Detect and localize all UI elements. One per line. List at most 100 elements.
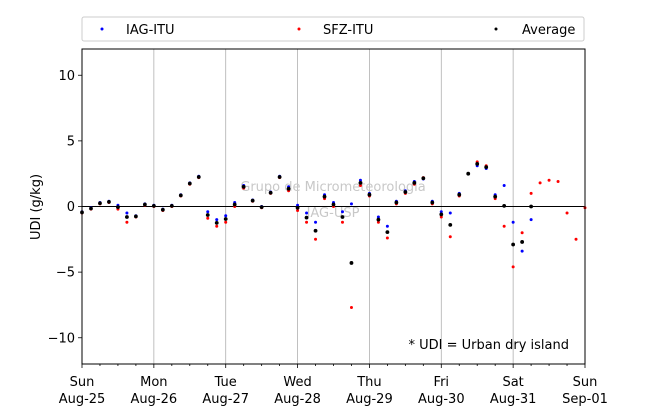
data-point: [125, 215, 129, 219]
legend-label-average: Average: [522, 23, 575, 38]
y-tick-label: 5: [67, 134, 75, 149]
data-point: [98, 201, 102, 206]
legend-label-sfz-itu: SFZ-ITU: [323, 23, 373, 38]
x-tick-label-date: Sep-01: [562, 392, 608, 407]
data-point: [331, 202, 336, 207]
x-tick-label-date: Aug-29: [346, 392, 393, 407]
data-point: [313, 228, 318, 233]
data-point: [314, 220, 318, 224]
data-point: [304, 215, 309, 220]
y-axis-label: UDI (g/kg): [29, 174, 44, 240]
data-point: [160, 207, 165, 212]
data-point: [385, 224, 389, 228]
data-point: [107, 200, 111, 204]
y-tick-label: −10: [48, 331, 75, 346]
data-point: [206, 216, 210, 220]
data-point: [466, 171, 471, 176]
watermark-line-2: IAG-USP: [307, 206, 360, 221]
y-tick-label: 0: [67, 200, 75, 215]
data-point: [232, 202, 237, 207]
data-point: [322, 194, 327, 199]
data-point: [457, 192, 462, 197]
data-point: [358, 180, 363, 185]
data-point: [475, 161, 480, 166]
x-tick-label-day: Sun: [70, 375, 95, 390]
series-layer: [80, 160, 587, 310]
x-tick-label-date: Aug-31: [490, 392, 537, 407]
data-point: [367, 192, 372, 197]
data-point: [340, 215, 345, 219]
x-tick-label-date: Aug-27: [202, 392, 249, 407]
legend-label-iag-itu: IAG-ITU: [126, 23, 175, 38]
data-point: [502, 203, 507, 208]
data-point: [421, 176, 426, 181]
data-point: [349, 261, 354, 265]
data-point: [511, 220, 515, 224]
data-point: [214, 221, 219, 225]
data-point: [259, 205, 264, 210]
data-point: [376, 217, 381, 222]
legend-marker-sfz-itu: [297, 27, 301, 31]
data-point: [116, 205, 120, 210]
data-point: [358, 178, 362, 182]
data-point: [241, 184, 246, 189]
data-point: [250, 198, 255, 203]
data-point: [305, 220, 309, 224]
data-point: [89, 206, 93, 211]
data-point: [385, 236, 389, 240]
legend-marker-average: [494, 27, 498, 31]
data-point: [187, 181, 192, 186]
x-tick-label-day: Mon: [140, 375, 167, 390]
data-point: [196, 175, 201, 179]
data-point: [376, 220, 380, 224]
data-point: [268, 190, 273, 195]
data-point: [223, 217, 228, 221]
x-tick-label-day: Sun: [573, 375, 598, 390]
x-tick-layer: Sun Aug-25 Mon Aug-26 Tue Aug-27 Wed Aug-28 Thu A…: [59, 364, 608, 407]
data-point: [529, 218, 533, 222]
y-tick-layer: −10 −5 0 5 10: [48, 69, 82, 346]
data-point: [448, 222, 453, 227]
data-point: [529, 204, 534, 209]
data-point: [340, 210, 344, 214]
data-point: [349, 202, 353, 206]
data-point: [224, 220, 228, 224]
x-tick-label-day: Sat: [502, 375, 523, 390]
data-point: [556, 180, 560, 184]
data-point: [277, 175, 282, 179]
x-tick-label-day: Wed: [283, 375, 311, 390]
data-point: [511, 242, 516, 247]
watermark-line-1: Grupo de Micrometeorologia: [240, 180, 426, 195]
data-point: [394, 200, 399, 205]
data-point: [305, 211, 309, 215]
data-point: [520, 249, 524, 253]
data-point: [538, 181, 542, 185]
data-point: [133, 214, 138, 219]
data-point: [439, 215, 443, 219]
x-tick-label-day: Fri: [434, 375, 450, 390]
data-point: [502, 224, 506, 228]
data-point: [206, 210, 210, 214]
data-point: [574, 237, 578, 241]
data-point: [493, 194, 498, 199]
data-point: [412, 180, 417, 185]
data-point: [125, 220, 129, 224]
data-point: [484, 165, 489, 170]
annotation-note: * UDI = Urban dry island: [409, 338, 569, 353]
data-point: [448, 211, 452, 215]
data-point: [314, 237, 318, 241]
data-point: [169, 203, 174, 208]
y-tick-label: −5: [56, 266, 75, 281]
data-point: [547, 178, 551, 182]
data-point: [205, 213, 210, 217]
data-point: [520, 231, 524, 235]
data-point: [430, 200, 435, 205]
data-point: [142, 202, 147, 207]
x-tick-label-date: Aug-25: [59, 392, 106, 407]
data-point: [286, 186, 291, 191]
data-point: [224, 214, 228, 218]
data-point: [215, 224, 219, 228]
data-point: [502, 184, 506, 187]
